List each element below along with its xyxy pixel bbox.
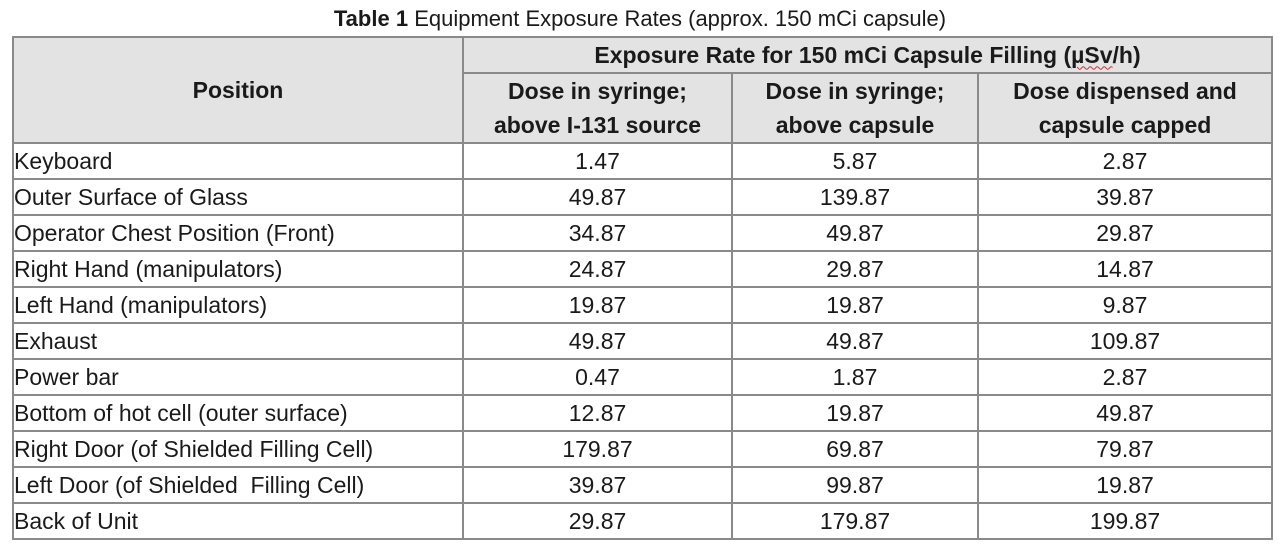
value-cell: 29.87 <box>731 250 979 288</box>
value-cell: 179.87 <box>462 430 733 468</box>
position-column-header: Position <box>12 36 464 144</box>
value-cell: 49.87 <box>976 394 1274 432</box>
value-cell: 79.87 <box>976 430 1274 468</box>
exposure-rate-group-header: Exposure Rate for 150 mCi Capsule Fillin… <box>461 36 1274 74</box>
value-cell: 199.87 <box>976 502 1274 540</box>
table-caption-text: Equipment Exposure Rates (approx. 150 mC… <box>414 6 947 31</box>
value-cell: 39.87 <box>462 466 733 504</box>
table-row: Outer Surface of Glass 49.87 139.87 39.8… <box>12 178 1274 216</box>
value-cell: 179.87 <box>731 502 979 540</box>
value-cell: 1.47 <box>462 142 733 180</box>
subheader-line: Dose in syringe; <box>765 78 945 104</box>
position-cell: Right Hand (manipulators) <box>12 250 464 288</box>
value-cell: 1.87 <box>731 358 979 396</box>
value-cell: 19.87 <box>462 286 733 324</box>
value-cell: 0.47 <box>462 358 733 396</box>
group-header-prefix: Exposure Rate for 150 mCi Capsule Fillin… <box>594 41 1072 68</box>
group-header-unit: µSv <box>1071 41 1113 68</box>
table-row: Right Door (of Shielded Filling Cell) 17… <box>12 430 1274 468</box>
subheader-syringe-above-source: Dose in syringe; above I-131 source <box>462 72 733 144</box>
header-row-sub: Dose in syringe; above I-131 source Dose… <box>13 72 1274 144</box>
position-cell: Bottom of hot cell (outer surface) <box>12 394 464 432</box>
value-cell: 5.87 <box>731 142 979 180</box>
position-cell: Power bar <box>12 358 464 396</box>
position-cell: Left Door (of Shielded Filling Cell) <box>12 466 464 504</box>
subheader-line: above capsule <box>775 112 935 138</box>
table-row: Operator Chest Position (Front) 34.87 49… <box>12 214 1274 252</box>
table-caption-label: Table 1 <box>333 6 409 31</box>
subheader-line: Dose dispensed and <box>1013 78 1237 104</box>
table-row: Keyboard 1.47 5.87 2.87 <box>12 142 1274 180</box>
value-cell: 49.87 <box>462 178 733 216</box>
value-cell: 9.87 <box>976 286 1274 324</box>
value-cell: 99.87 <box>731 466 979 504</box>
value-cell: 19.87 <box>731 394 979 432</box>
table-row: Back of Unit 29.87 179.87 199.87 <box>12 502 1274 540</box>
value-cell: 139.87 <box>731 178 979 216</box>
position-cell: Back of Unit <box>12 502 464 540</box>
value-cell: 2.87 <box>976 142 1274 180</box>
position-cell: Keyboard <box>12 142 464 180</box>
value-cell: 69.87 <box>731 430 979 468</box>
position-cell: Operator Chest Position (Front) <box>12 214 464 252</box>
table-row: Left Door (of Shielded Filling Cell) 39.… <box>12 466 1274 504</box>
value-cell: 49.87 <box>462 322 733 360</box>
subheader-syringe-above-capsule: Dose in syringe; above capsule <box>731 72 979 144</box>
table-row: Exhaust 49.87 49.87 109.87 <box>12 322 1274 360</box>
table-row: Power bar 0.47 1.87 2.87 <box>12 358 1274 396</box>
subheader-dispensed-capped: Dose dispensed and capsule capped <box>976 72 1274 144</box>
value-cell: 19.87 <box>731 286 979 324</box>
exposure-rates-table: Position Exposure Rate for 150 mCi Capsu… <box>12 36 1274 540</box>
subheader-line: above I-131 source <box>493 112 702 138</box>
value-cell: 29.87 <box>976 214 1274 252</box>
header-row-group: Position Exposure Rate for 150 mCi Capsu… <box>12 36 1274 144</box>
value-cell: 49.87 <box>731 322 979 360</box>
position-cell: Left Hand (manipulators) <box>12 286 464 324</box>
group-header-suffix: /h) <box>1112 41 1141 68</box>
position-cell: Right Door (of Shielded Filling Cell) <box>12 430 464 468</box>
table-row: Right Hand (manipulators) 24.87 29.87 14… <box>12 250 1274 288</box>
value-cell: 19.87 <box>976 466 1274 504</box>
position-cell: Outer Surface of Glass <box>12 178 464 216</box>
value-cell: 24.87 <box>462 250 733 288</box>
subheader-line: Dose in syringe; <box>508 78 687 104</box>
value-cell: 2.87 <box>976 358 1274 396</box>
position-cell: Exhaust <box>12 322 464 360</box>
subheader-line: capsule capped <box>1038 112 1212 138</box>
value-cell: 34.87 <box>462 214 733 252</box>
value-cell: 39.87 <box>976 178 1274 216</box>
value-cell: 109.87 <box>976 322 1274 360</box>
table-row: Bottom of hot cell (outer surface) 12.87… <box>12 394 1274 432</box>
value-cell: 12.87 <box>462 394 733 432</box>
table-caption: Table 1 Equipment Exposure Rates (approx… <box>0 6 1280 32</box>
value-cell: 29.87 <box>462 502 733 540</box>
value-cell: 49.87 <box>731 214 979 252</box>
table-row: Left Hand (manipulators) 19.87 19.87 9.8… <box>12 286 1274 324</box>
value-cell: 14.87 <box>976 250 1274 288</box>
